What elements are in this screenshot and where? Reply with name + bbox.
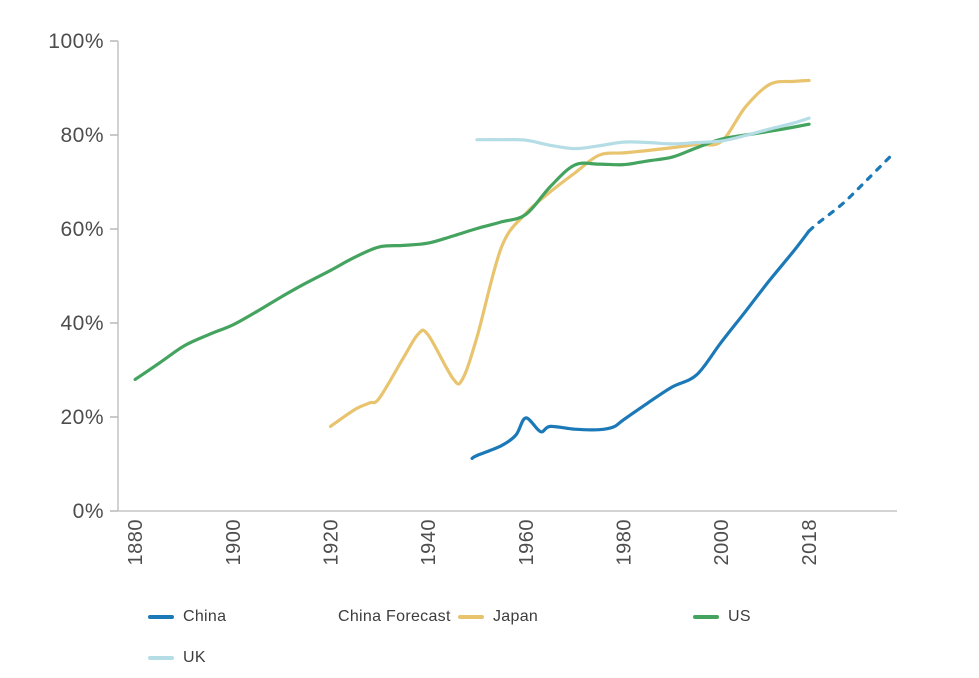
x-tick-label: 1940 — [418, 519, 440, 566]
legend-item-china-forecast: China Forecast — [303, 607, 451, 627]
legend-label: Japan — [493, 608, 539, 625]
y-tick-label: 40% — [60, 312, 104, 335]
line-chart: 0% 20% 40% 60% 80% 100% 1880 1900 1920 1940 1960 19… — [48, 30, 897, 566]
x-tick-label: 1920 — [320, 519, 342, 566]
y-tick-label: 80% — [60, 124, 104, 147]
series-line-china — [470, 229, 811, 460]
series-line-uk — [475, 116, 811, 151]
y-tick-label: 0% — [73, 500, 104, 523]
legend-item-china: China — [148, 607, 226, 627]
series-line-japan — [328, 78, 811, 428]
legend-label: UK — [183, 649, 206, 666]
legend-item-uk: UK — [148, 648, 206, 668]
series-line-china-forecast — [807, 153, 894, 233]
y-tick-label: 100% — [48, 30, 104, 53]
legend-label: China Forecast — [338, 608, 451, 625]
series-line-us — [133, 122, 811, 381]
x-tick-label: 2000 — [711, 519, 733, 566]
x-tick-label: 1880 — [125, 519, 147, 566]
line-swatch-icon — [148, 615, 174, 619]
line-swatch-icon — [693, 615, 719, 619]
line-swatch-icon — [458, 615, 484, 619]
legend-label: China — [183, 608, 227, 625]
legend-item-us: US — [693, 607, 751, 627]
y-tick-label: 20% — [60, 406, 104, 429]
legend-label: US — [728, 608, 751, 625]
dashed-line-swatch-icon — [303, 615, 329, 619]
y-tick-label: 60% — [60, 218, 104, 241]
x-tick-label: 1980 — [613, 519, 635, 566]
x-tick-label: 2018 — [799, 519, 821, 566]
x-tick-label: 1900 — [223, 519, 245, 566]
legend-item-japan: Japan — [458, 607, 538, 627]
x-tick-label: 1960 — [516, 519, 538, 566]
line-swatch-icon — [148, 656, 174, 660]
